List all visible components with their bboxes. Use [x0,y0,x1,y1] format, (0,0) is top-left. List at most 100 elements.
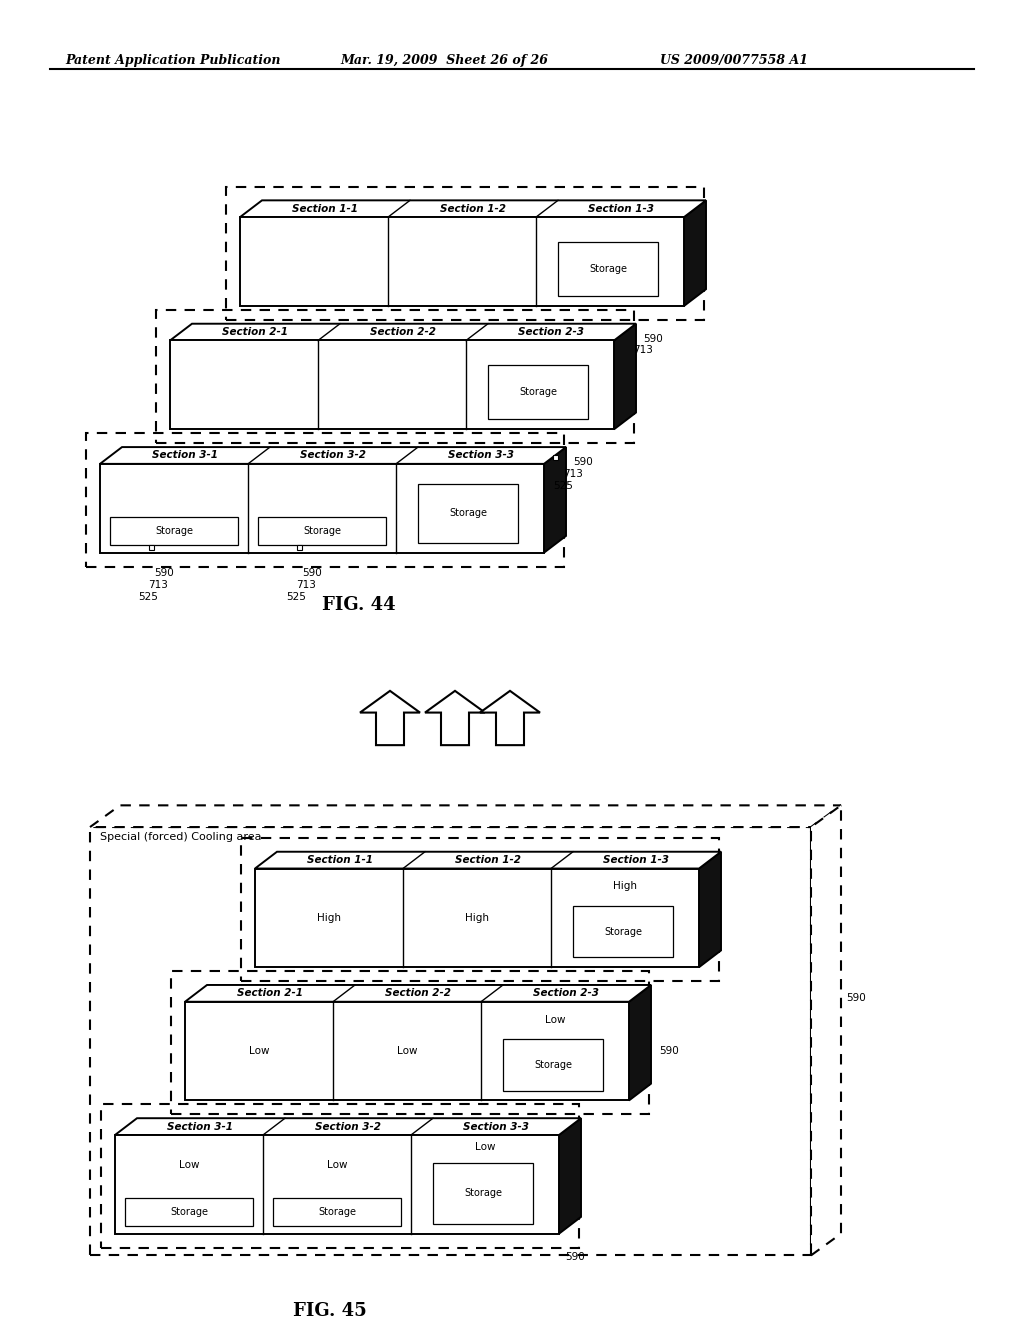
Bar [255,869,699,968]
Text: 525: 525 [286,593,306,602]
Polygon shape [684,201,706,306]
Text: Low: Low [545,1015,565,1024]
Polygon shape [100,447,566,463]
Text: Section 3-3: Section 3-3 [463,1122,529,1131]
Text: 590: 590 [565,1253,585,1262]
Text: Storage: Storage [155,525,193,536]
Bar [101,1105,579,1247]
Text: Section 1-3: Section 1-3 [603,855,669,865]
Text: 713: 713 [633,346,653,355]
Text: Section 2-3: Section 2-3 [534,989,599,998]
Text: 590: 590 [643,334,663,343]
Bar [226,186,705,319]
Polygon shape [115,1118,581,1135]
Bar [297,545,302,550]
Polygon shape [699,851,721,968]
Text: Storage: Storage [519,387,557,397]
Bar [418,483,518,543]
Bar [573,906,673,957]
Polygon shape [185,985,651,1002]
Polygon shape [480,690,540,746]
Text: Section 3-2: Section 3-2 [315,1122,381,1131]
Text: 590: 590 [154,569,173,578]
Text: 590: 590 [573,457,593,467]
Text: Storage: Storage [604,927,642,937]
Polygon shape [544,447,566,553]
Bar [241,838,719,981]
Text: Mar. 19, 2009  Sheet 26 of 26: Mar. 19, 2009 Sheet 26 of 26 [340,54,548,67]
Bar [433,1163,534,1224]
Bar [503,1039,603,1090]
Text: 713: 713 [147,581,168,590]
Text: Storage: Storage [534,1060,572,1071]
Text: High: High [465,913,489,923]
Text: Storage: Storage [318,1206,356,1217]
Bar [150,545,155,550]
Text: Section 2-1: Section 2-1 [222,327,288,337]
Polygon shape [425,690,485,746]
Bar [185,1002,629,1101]
Polygon shape [240,201,706,216]
Text: Section 3-2: Section 3-2 [300,450,366,461]
Text: 713: 713 [563,469,583,479]
Text: Storage: Storage [464,1188,502,1199]
Text: Section 1-1: Section 1-1 [292,203,358,214]
Bar [488,366,588,420]
Text: Section 2-2: Section 2-2 [385,989,451,998]
Polygon shape [811,805,841,1255]
Bar [110,517,238,545]
Text: Low: Low [475,1142,496,1152]
Polygon shape [255,851,721,869]
Polygon shape [614,323,636,429]
Text: FIG. 44: FIG. 44 [322,597,395,614]
Text: Section 1-2: Section 1-2 [440,203,506,214]
Bar [258,517,386,545]
Polygon shape [90,805,841,828]
Text: Storage: Storage [589,264,627,275]
Text: Low: Low [327,1159,347,1170]
Text: US 2009/0077558 A1: US 2009/0077558 A1 [660,54,808,67]
Text: Patent Application Publication: Patent Application Publication [65,54,281,67]
Text: Storage: Storage [170,1206,208,1217]
Text: Section 1-1: Section 1-1 [307,855,373,865]
Text: 590: 590 [846,994,865,1003]
Bar [558,242,658,296]
Bar [100,463,544,553]
Bar [170,341,614,429]
Bar [90,828,811,1255]
Text: Section 1-2: Section 1-2 [455,855,521,865]
Text: 590: 590 [659,1045,679,1056]
Bar [115,1135,559,1234]
Text: Section 3-1: Section 3-1 [167,1122,233,1131]
Polygon shape [360,690,420,746]
Text: High: High [317,913,341,923]
Polygon shape [559,1118,581,1234]
Bar [240,216,684,306]
Bar [125,1199,253,1226]
Text: Section 3-3: Section 3-3 [449,450,514,461]
Text: High: High [613,882,637,891]
Text: Special (forced) Cooling area: Special (forced) Cooling area [100,832,261,842]
Text: Section 3-1: Section 3-1 [152,450,218,461]
Bar [156,310,634,444]
Polygon shape [170,323,636,341]
Text: Section 2-2: Section 2-2 [370,327,436,337]
Bar [553,454,557,459]
Bar [273,1199,401,1226]
Text: 590: 590 [302,569,322,578]
Text: Low: Low [249,1045,269,1056]
Text: Section 2-1: Section 2-1 [237,989,303,998]
Text: Section 2-3: Section 2-3 [518,327,584,337]
Text: Storage: Storage [449,508,487,519]
Text: Storage: Storage [303,525,341,536]
Bar [171,972,649,1114]
Bar [86,433,564,566]
Text: 525: 525 [553,480,572,491]
Polygon shape [629,985,651,1101]
Text: Low: Low [179,1159,200,1170]
Text: 713: 713 [296,581,315,590]
Text: Low: Low [396,1045,417,1056]
Text: Section 1-3: Section 1-3 [588,203,654,214]
Text: FIG. 45: FIG. 45 [293,1302,367,1320]
Text: 525: 525 [138,593,158,602]
